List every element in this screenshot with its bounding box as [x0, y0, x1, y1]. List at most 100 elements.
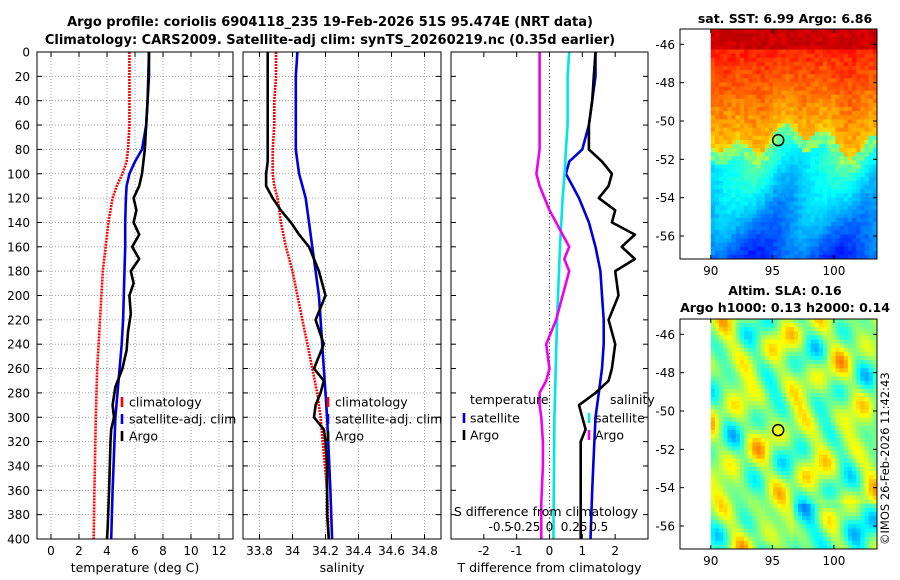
map-cell	[822, 70, 828, 75]
map-cell	[710, 29, 716, 34]
map-cell	[835, 29, 841, 34]
map-cell	[872, 205, 878, 211]
map-cell	[710, 380, 716, 386]
map-cell	[727, 491, 732, 497]
map-cell	[768, 413, 774, 418]
map-cell	[818, 499, 824, 505]
map-cell	[714, 139, 720, 145]
map-cell	[860, 168, 865, 174]
map-cell	[827, 438, 832, 443]
map-cell	[710, 536, 716, 542]
map-cell	[773, 364, 778, 369]
map-cell	[827, 499, 832, 505]
map-cell	[777, 189, 782, 194]
map-cell	[781, 503, 786, 509]
map-cell	[831, 470, 836, 476]
map-cell	[818, 343, 824, 349]
map-cell	[723, 323, 728, 328]
map-cell	[856, 217, 861, 223]
map-cell	[710, 115, 716, 120]
map-cell	[831, 425, 836, 431]
map-cell	[835, 250, 841, 256]
map-cell	[756, 417, 762, 423]
map-cell	[872, 213, 878, 219]
map-cell	[822, 495, 828, 501]
map-cell	[864, 127, 870, 133]
map-cell	[785, 53, 791, 59]
y-tick-label: 100	[7, 167, 30, 181]
map-cell	[719, 131, 724, 137]
map-cell	[723, 339, 728, 345]
map-cell	[744, 238, 749, 243]
map-cell	[827, 123, 832, 128]
map-cell	[710, 148, 716, 153]
map-cell	[822, 532, 828, 538]
map-cell	[789, 462, 795, 468]
map-cell	[860, 331, 865, 336]
x-tick-label: 34.2	[312, 544, 339, 558]
map-cell	[872, 172, 878, 178]
map-cell	[831, 384, 836, 390]
map-cell	[831, 487, 836, 492]
map-cell	[806, 401, 811, 406]
map-cell	[864, 351, 870, 357]
map-cell	[822, 487, 828, 492]
map-cell	[852, 466, 857, 472]
map-cell	[860, 327, 865, 332]
map-cell	[710, 193, 716, 198]
map-cell	[789, 434, 795, 439]
map-cell	[802, 331, 807, 336]
map-cell	[798, 94, 803, 100]
map-cell	[818, 528, 824, 533]
map-cell	[723, 319, 728, 324]
map-cell	[789, 49, 795, 55]
map-cell	[872, 176, 878, 182]
map-cell	[723, 483, 728, 488]
map-cell	[773, 401, 778, 406]
map-cell	[768, 234, 774, 239]
map-cell	[798, 536, 803, 542]
map-cell	[719, 323, 724, 328]
map-cell	[785, 524, 791, 529]
map-cell	[802, 425, 807, 431]
map-cell	[785, 193, 791, 198]
map-cell	[789, 176, 795, 182]
map-cell	[731, 483, 737, 488]
map-cell	[793, 364, 799, 369]
map-cell	[723, 123, 728, 128]
map-cell	[806, 41, 811, 46]
map-cell	[710, 86, 716, 92]
map-cell	[822, 168, 828, 174]
map-cell	[860, 339, 865, 345]
map-cell	[710, 491, 716, 497]
map-cell	[860, 82, 865, 87]
map-cell	[872, 193, 878, 198]
map-cell	[818, 107, 824, 112]
map-cell	[735, 339, 741, 345]
map-cell	[835, 238, 841, 243]
map-cell	[818, 189, 824, 194]
map-cell	[781, 111, 786, 116]
map-cell	[756, 74, 762, 79]
map-cell	[719, 376, 724, 382]
map-cell	[852, 364, 857, 369]
map-cell	[785, 462, 791, 468]
map-cell	[864, 123, 870, 128]
map-cell	[864, 434, 870, 439]
map-cell	[847, 323, 853, 328]
map-cell	[768, 421, 774, 427]
map-cell	[831, 397, 836, 402]
series-line-climatology	[92, 52, 131, 540]
map-cell	[781, 242, 786, 248]
map-cell	[814, 234, 820, 239]
map-cell	[822, 458, 828, 464]
map-cell	[744, 41, 749, 46]
x-axis-label: temperature (deg C)	[71, 560, 200, 575]
map-cell	[789, 413, 795, 418]
map-cell	[785, 351, 791, 357]
map-cell	[714, 364, 720, 369]
map-cell	[731, 409, 737, 414]
map-cell	[731, 364, 737, 369]
map-cell	[802, 372, 807, 377]
map-cell	[756, 209, 762, 215]
